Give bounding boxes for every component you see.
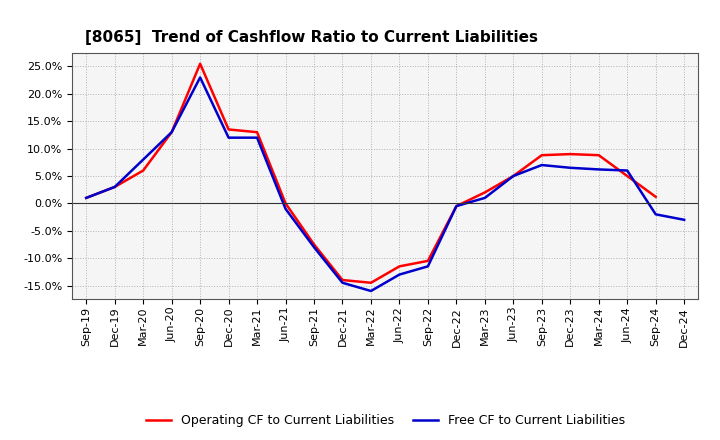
Operating CF to Current Liabilities bbox=[395, 264, 404, 269]
Operating CF to Current Liabilities bbox=[82, 195, 91, 201]
Free CF to Current Liabilities bbox=[395, 272, 404, 277]
Operating CF to Current Liabilities bbox=[566, 151, 575, 157]
Operating CF to Current Liabilities bbox=[253, 129, 261, 135]
Free CF to Current Liabilities bbox=[509, 173, 518, 179]
Legend: Operating CF to Current Liabilities, Free CF to Current Liabilities: Operating CF to Current Liabilities, Fre… bbox=[140, 409, 630, 432]
Operating CF to Current Liabilities bbox=[110, 184, 119, 190]
Free CF to Current Liabilities bbox=[225, 135, 233, 140]
Operating CF to Current Liabilities bbox=[623, 173, 631, 179]
Operating CF to Current Liabilities bbox=[509, 173, 518, 179]
Free CF to Current Liabilities bbox=[196, 75, 204, 80]
Free CF to Current Liabilities bbox=[167, 129, 176, 135]
Operating CF to Current Liabilities bbox=[310, 242, 318, 247]
Free CF to Current Liabilities bbox=[310, 245, 318, 250]
Free CF to Current Liabilities bbox=[253, 135, 261, 140]
Operating CF to Current Liabilities bbox=[338, 277, 347, 282]
Operating CF to Current Liabilities bbox=[196, 61, 204, 66]
Free CF to Current Liabilities bbox=[623, 168, 631, 173]
Operating CF to Current Liabilities bbox=[595, 153, 603, 158]
Operating CF to Current Liabilities bbox=[366, 280, 375, 286]
Free CF to Current Liabilities bbox=[139, 157, 148, 162]
Free CF to Current Liabilities bbox=[110, 184, 119, 190]
Operating CF to Current Liabilities bbox=[480, 190, 489, 195]
Operating CF to Current Liabilities bbox=[537, 153, 546, 158]
Free CF to Current Liabilities bbox=[566, 165, 575, 170]
Operating CF to Current Liabilities bbox=[167, 129, 176, 135]
Free CF to Current Liabilities bbox=[423, 264, 432, 269]
Free CF to Current Liabilities bbox=[537, 162, 546, 168]
Line: Operating CF to Current Liabilities: Operating CF to Current Liabilities bbox=[86, 64, 656, 283]
Free CF to Current Liabilities bbox=[366, 288, 375, 293]
Operating CF to Current Liabilities bbox=[423, 258, 432, 264]
Free CF to Current Liabilities bbox=[338, 280, 347, 286]
Operating CF to Current Liabilities bbox=[225, 127, 233, 132]
Free CF to Current Liabilities bbox=[452, 203, 461, 209]
Free CF to Current Liabilities bbox=[82, 195, 91, 201]
Operating CF to Current Liabilities bbox=[452, 203, 461, 209]
Free CF to Current Liabilities bbox=[595, 167, 603, 172]
Free CF to Current Liabilities bbox=[480, 195, 489, 201]
Operating CF to Current Liabilities bbox=[652, 194, 660, 199]
Free CF to Current Liabilities bbox=[282, 206, 290, 212]
Operating CF to Current Liabilities bbox=[139, 168, 148, 173]
Line: Free CF to Current Liabilities: Free CF to Current Liabilities bbox=[86, 77, 684, 291]
Operating CF to Current Liabilities bbox=[282, 201, 290, 206]
Free CF to Current Liabilities bbox=[652, 212, 660, 217]
Free CF to Current Liabilities bbox=[680, 217, 688, 223]
Text: [8065]  Trend of Cashflow Ratio to Current Liabilities: [8065] Trend of Cashflow Ratio to Curren… bbox=[84, 29, 538, 45]
